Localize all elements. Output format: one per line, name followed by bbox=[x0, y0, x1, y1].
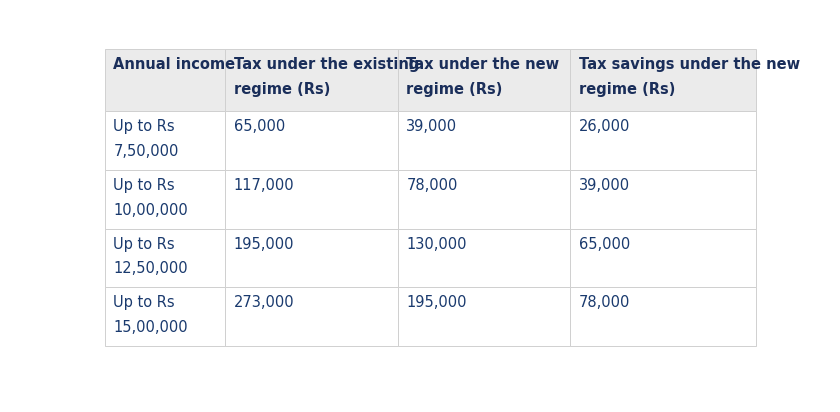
Bar bbox=[225, 49, 398, 111]
Bar bbox=[225, 229, 398, 288]
Text: Tax savings under the new
regime (Rs): Tax savings under the new regime (Rs) bbox=[579, 57, 800, 97]
Bar bbox=[105, 170, 225, 229]
Bar bbox=[105, 229, 225, 288]
Text: 39,000: 39,000 bbox=[407, 119, 458, 134]
Text: 26,000: 26,000 bbox=[579, 119, 630, 134]
Bar bbox=[570, 49, 756, 111]
Text: Tax under the new
regime (Rs): Tax under the new regime (Rs) bbox=[407, 57, 559, 97]
Bar bbox=[398, 111, 570, 170]
Bar bbox=[570, 111, 756, 170]
Text: 130,000: 130,000 bbox=[407, 236, 467, 252]
Bar bbox=[105, 111, 225, 170]
Bar bbox=[398, 288, 570, 346]
Bar bbox=[225, 111, 398, 170]
Text: 78,000: 78,000 bbox=[579, 295, 630, 310]
Text: Up to Rs
12,50,000: Up to Rs 12,50,000 bbox=[113, 236, 188, 276]
Text: 117,000: 117,000 bbox=[234, 178, 295, 193]
Bar bbox=[398, 49, 570, 111]
Text: Up to Rs
10,00,000: Up to Rs 10,00,000 bbox=[113, 178, 188, 218]
Text: 65,000: 65,000 bbox=[579, 236, 630, 252]
Bar bbox=[225, 170, 398, 229]
Text: 195,000: 195,000 bbox=[407, 295, 467, 310]
Bar bbox=[570, 288, 756, 346]
Text: Tax under the existing
regime (Rs): Tax under the existing regime (Rs) bbox=[234, 57, 419, 97]
Bar bbox=[398, 170, 570, 229]
Text: 273,000: 273,000 bbox=[234, 295, 295, 310]
Bar bbox=[570, 229, 756, 288]
Text: 78,000: 78,000 bbox=[407, 178, 458, 193]
Text: 65,000: 65,000 bbox=[234, 119, 285, 134]
Bar bbox=[570, 170, 756, 229]
Text: Up to Rs
15,00,000: Up to Rs 15,00,000 bbox=[113, 295, 188, 335]
Text: Annual income: Annual income bbox=[113, 57, 235, 73]
Bar bbox=[105, 288, 225, 346]
Text: Up to Rs
7,50,000: Up to Rs 7,50,000 bbox=[113, 119, 179, 159]
Text: 39,000: 39,000 bbox=[579, 178, 630, 193]
Text: 195,000: 195,000 bbox=[234, 236, 294, 252]
Bar bbox=[105, 49, 225, 111]
Bar bbox=[398, 229, 570, 288]
Bar bbox=[225, 288, 398, 346]
